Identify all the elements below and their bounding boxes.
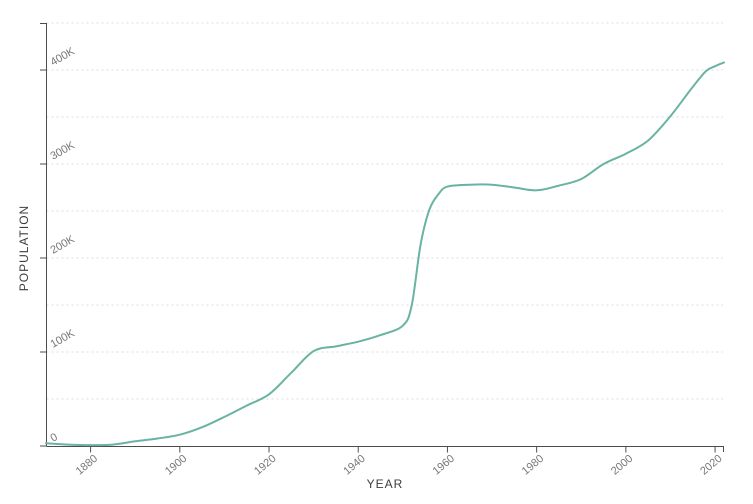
y-axis-tick-label: 0 bbox=[49, 431, 60, 444]
x-axis-line bbox=[46, 446, 724, 452]
x-axis-tick-label: 1940 bbox=[341, 453, 367, 478]
axis-titles: POPULATION YEAR bbox=[17, 205, 404, 491]
x-axis-tick-label: 2000 bbox=[609, 453, 635, 478]
x-axis-tick-label: 1880 bbox=[74, 453, 100, 478]
y-axis-tick-label: 400K bbox=[49, 45, 78, 69]
y-axis-tick-label: 100K bbox=[49, 327, 78, 351]
x-axis-tick-label: 1920 bbox=[252, 453, 278, 478]
y-axis-title: POPULATION bbox=[17, 205, 31, 291]
y-axis-line bbox=[40, 23, 47, 447]
gridlines bbox=[46, 22, 723, 400]
x-axis-tick-label: 1960 bbox=[431, 453, 457, 478]
x-axis-tick-label: 2020 bbox=[698, 453, 724, 478]
tick-labels: 0 100K 200K 300K 400K 1880 1900 1920 1940 1960 198… bbox=[49, 45, 725, 478]
series bbox=[45, 61, 725, 447]
axes bbox=[40, 23, 724, 453]
x-axis-tick-label: 1980 bbox=[520, 453, 546, 478]
x-axis-title: YEAR bbox=[367, 477, 404, 491]
y-axis-tick-label: 300K bbox=[49, 139, 78, 163]
x-axis-tick-label: 1900 bbox=[163, 453, 189, 478]
population-line bbox=[45, 61, 725, 447]
y-axis-tick-label: 200K bbox=[49, 233, 78, 257]
